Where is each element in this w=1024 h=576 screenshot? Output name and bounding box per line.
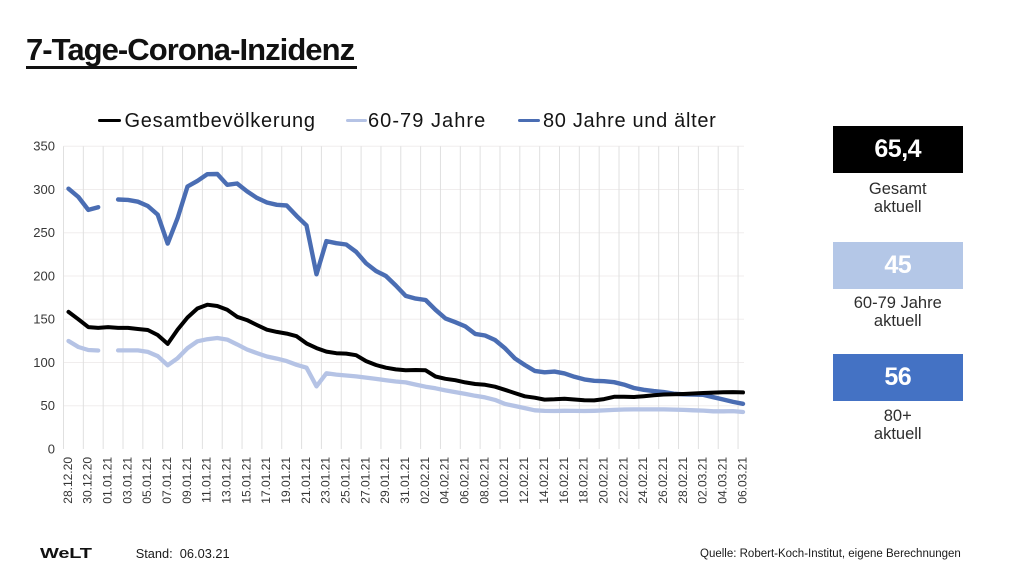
svg-text:200: 200 [33,268,55,283]
svg-text:10.02.21: 10.02.21 [497,457,511,504]
svg-text:06.03.21: 06.03.21 [735,457,749,504]
svg-text:03.01.21: 03.01.21 [120,457,134,504]
svg-text:12.02.21: 12.02.21 [517,457,531,504]
svg-text:16.02.21: 16.02.21 [557,457,571,504]
svg-text:21.01.21: 21.01.21 [299,457,313,504]
svg-text:11.01.21: 11.01.21 [200,457,214,503]
svg-text:300: 300 [33,182,55,197]
svg-text:14.02.21: 14.02.21 [537,457,551,504]
svg-text:02.03.21: 02.03.21 [696,457,710,504]
svg-text:08.02.21: 08.02.21 [477,457,491,504]
svg-text:24.02.21: 24.02.21 [636,457,650,504]
svg-text:250: 250 [33,225,55,240]
svg-text:28.12.20: 28.12.20 [61,457,75,504]
svg-text:04.02.21: 04.02.21 [438,457,452,504]
svg-text:100: 100 [33,355,55,370]
svg-text:01.01.21: 01.01.21 [100,457,114,504]
svg-text:23.01.21: 23.01.21 [319,457,333,504]
svg-text:150: 150 [33,312,55,327]
svg-text:31.01.21: 31.01.21 [398,457,412,504]
svg-text:22.02.21: 22.02.21 [616,457,630,504]
svg-text:29.01.21: 29.01.21 [378,457,392,504]
svg-text:07.01.21: 07.01.21 [160,457,174,504]
svg-text:30.12.20: 30.12.20 [81,457,95,504]
svg-text:27.01.21: 27.01.21 [358,457,372,504]
svg-text:0: 0 [48,441,55,456]
svg-text:17.01.21: 17.01.21 [259,457,273,504]
svg-text:20.02.21: 20.02.21 [596,457,610,504]
svg-text:25.01.21: 25.01.21 [339,457,353,504]
svg-text:05.01.21: 05.01.21 [140,457,154,504]
svg-text:19.01.21: 19.01.21 [279,457,293,504]
svg-text:15.01.21: 15.01.21 [239,457,253,504]
svg-text:09.01.21: 09.01.21 [180,457,194,504]
svg-text:04.03.21: 04.03.21 [715,457,729,504]
svg-text:06.02.21: 06.02.21 [458,457,472,504]
svg-text:26.02.21: 26.02.21 [656,457,670,504]
svg-text:02.02.21: 02.02.21 [418,457,432,504]
svg-text:18.02.21: 18.02.21 [577,457,591,504]
svg-text:350: 350 [33,139,55,154]
svg-text:50: 50 [41,398,55,413]
svg-text:13.01.21: 13.01.21 [219,457,233,504]
svg-text:28.02.21: 28.02.21 [676,457,690,504]
